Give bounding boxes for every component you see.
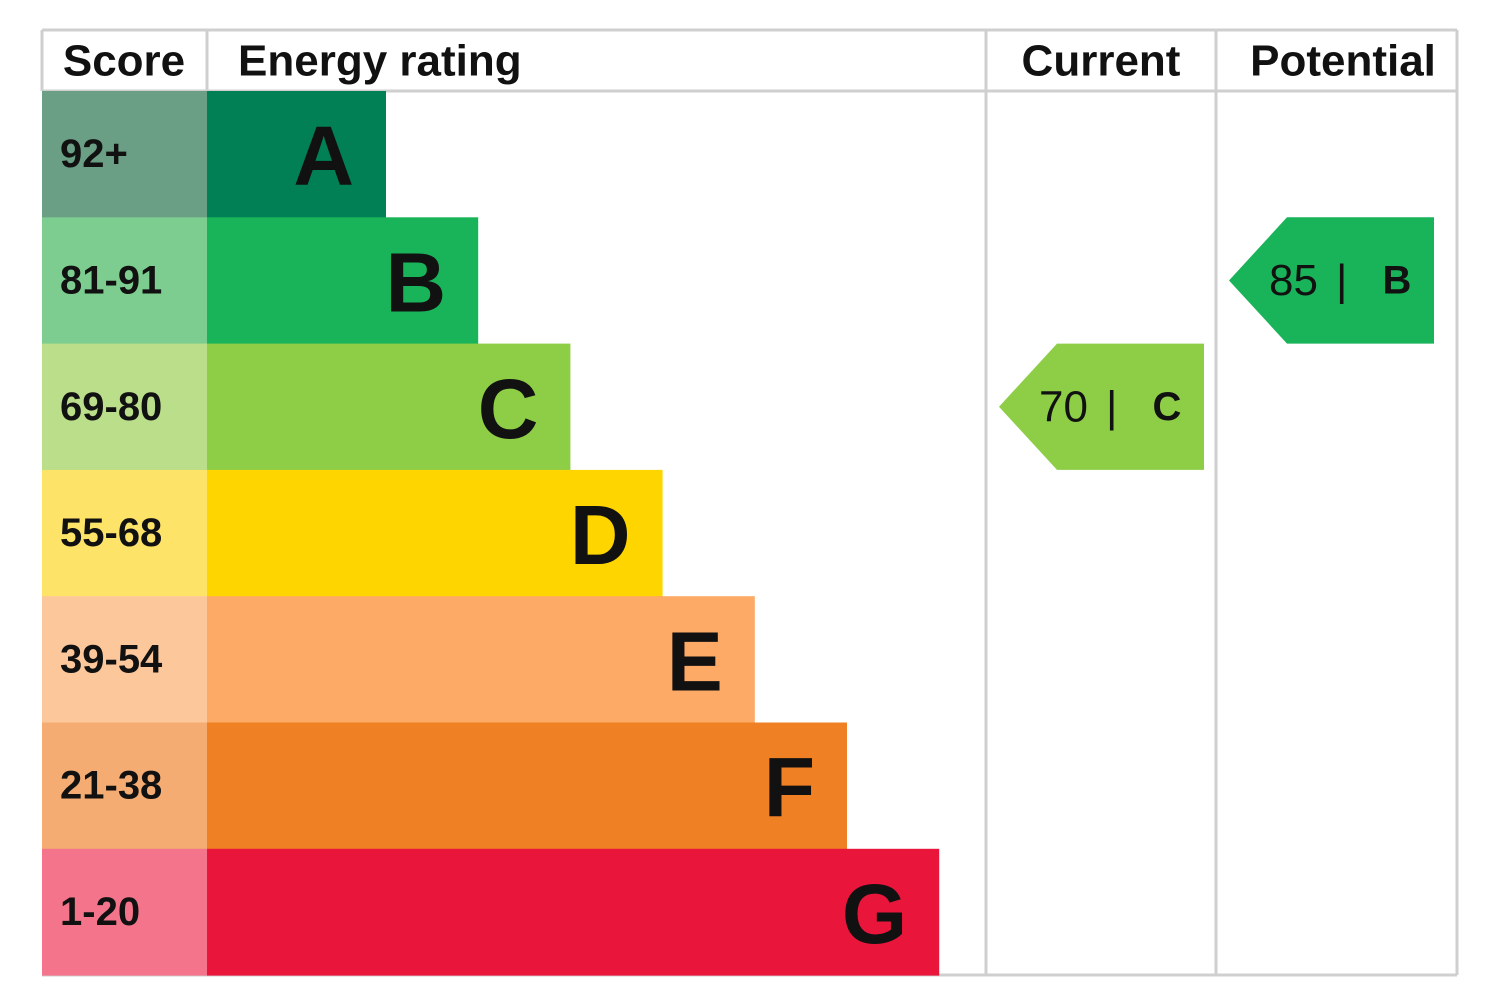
header: Current	[1022, 37, 1181, 86]
rating-bar	[207, 217, 479, 345]
rating-letter: A	[293, 109, 354, 203]
rating-bar	[207, 91, 386, 218]
potential-value: 85	[1269, 256, 1318, 305]
score-cell	[42, 91, 207, 218]
potential-letter: B	[1383, 258, 1412, 302]
rating-letter: G	[842, 867, 907, 961]
score-cell	[42, 596, 207, 723]
rating-bar	[207, 469, 663, 597]
score-label: 21-38	[60, 764, 162, 808]
header: Potential	[1250, 37, 1436, 86]
score-label: 1-20	[60, 890, 140, 934]
score-cell	[42, 217, 207, 345]
score-label: 39-54	[60, 637, 163, 681]
rating-letter: D	[570, 488, 631, 582]
score-label: 55-68	[60, 511, 162, 555]
rating-letter: F	[764, 741, 815, 835]
score-cell	[42, 848, 207, 976]
score-label: 69-80	[60, 385, 162, 429]
potential-separator: |	[1336, 256, 1347, 305]
rating-letter: B	[386, 235, 447, 329]
current-letter: C	[1153, 385, 1182, 429]
rating-bar	[207, 722, 847, 850]
potential-arrow	[1229, 217, 1434, 344]
rating-bar	[207, 596, 755, 723]
score-cell	[42, 343, 207, 471]
current-value: 70	[1039, 382, 1088, 431]
rating-letter: E	[667, 614, 723, 708]
current-arrow	[999, 343, 1204, 470]
current-separator: |	[1106, 382, 1117, 431]
rating-bar	[207, 343, 571, 471]
rating-letter: C	[478, 362, 539, 456]
score-cell	[42, 722, 207, 850]
score-cell	[42, 469, 207, 597]
header: Energy rating	[238, 37, 522, 86]
score-label: 92+	[60, 132, 128, 176]
rating-bar	[207, 848, 940, 976]
header: Score	[63, 37, 185, 86]
score-label: 81-91	[60, 258, 162, 302]
